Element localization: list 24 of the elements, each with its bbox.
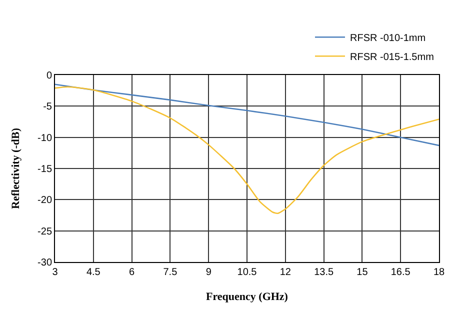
x-tick-label: 4.5 [86, 267, 101, 278]
line-series [55, 86, 439, 214]
x-tick-label: 3 [52, 267, 58, 278]
x-tick-label: 7.5 [163, 267, 178, 278]
x-tick-label: 12 [280, 267, 292, 278]
x-tick-label: 13.5 [314, 267, 334, 278]
y-tick-label: -5 [43, 102, 52, 113]
y-tick-label: -25 [38, 226, 52, 238]
x-tick-label: 18 [433, 267, 445, 278]
legend-label: RFSR -010-1mm [350, 33, 426, 44]
y-axis-title: Reflectivity (-dB) [10, 128, 22, 209]
x-tick-label: 6 [129, 267, 136, 278]
x-tick-label: 15 [356, 267, 368, 278]
x-axis-title: Frequency (GHz) [206, 291, 288, 304]
y-tick-label: -15 [38, 164, 52, 175]
y-tick-label: 0 [46, 70, 52, 82]
legend-label: RFSR -015-1.5mm [350, 52, 434, 64]
x-tick-label: 10.5 [237, 267, 258, 278]
y-tick-label: -20 [38, 195, 52, 206]
y-tick-label: -10 [38, 132, 52, 144]
line-series [55, 84, 439, 146]
x-tick-label: 16.5 [390, 267, 411, 278]
x-tick-label: 9 [206, 267, 212, 278]
y-tick-label: -30 [38, 258, 52, 268]
